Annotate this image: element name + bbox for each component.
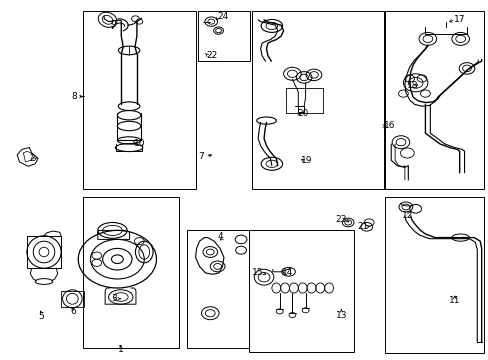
Text: 22: 22 (205, 51, 217, 60)
Text: 21: 21 (357, 222, 368, 231)
Bar (83, 11, 195, 189)
Text: 11: 11 (448, 296, 460, 305)
Text: 16: 16 (383, 122, 395, 130)
Text: 14: 14 (281, 269, 293, 277)
Text: 18: 18 (406, 81, 417, 90)
Text: 6: 6 (70, 307, 76, 316)
Bar (251, 11, 383, 189)
Text: 1: 1 (118, 346, 123, 354)
Text: 12: 12 (401, 211, 412, 220)
Bar (249, 230, 353, 352)
Bar (384, 197, 483, 353)
Text: 10: 10 (133, 139, 145, 148)
Text: 24: 24 (216, 12, 228, 21)
Text: 9: 9 (110, 19, 116, 29)
Text: 13: 13 (335, 310, 346, 320)
Text: 19: 19 (301, 156, 312, 165)
Text: 7: 7 (198, 152, 204, 161)
Bar (197, 11, 250, 61)
Text: 20: 20 (297, 109, 308, 118)
Text: 15: 15 (252, 269, 264, 277)
Text: 17: 17 (453, 15, 465, 24)
Text: 4: 4 (217, 233, 223, 242)
Text: 3: 3 (111, 294, 117, 303)
Text: 23: 23 (335, 215, 346, 224)
Text: 8: 8 (71, 92, 77, 101)
Bar (186, 230, 248, 348)
Text: 5: 5 (39, 312, 44, 321)
Text: 2: 2 (29, 154, 35, 163)
Bar (83, 197, 179, 348)
Bar (384, 11, 483, 189)
